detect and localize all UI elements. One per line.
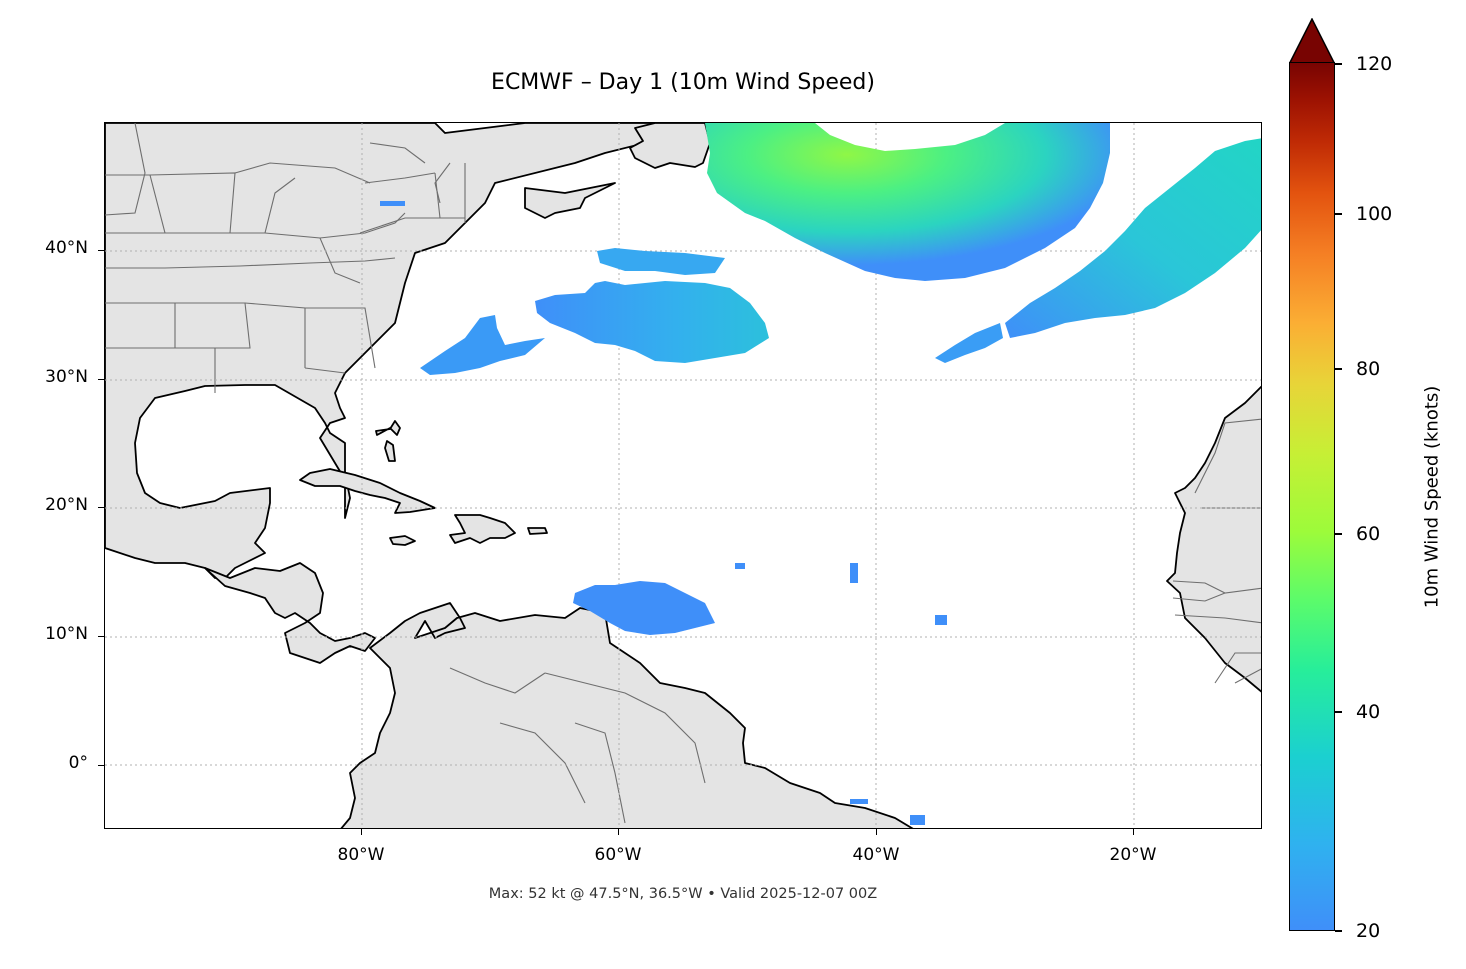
wind-speck <box>380 201 405 206</box>
y-tick <box>98 636 104 637</box>
colorbar-label-80: 80 <box>1356 358 1381 380</box>
y-tick <box>98 250 104 251</box>
colorbar-tick <box>1335 711 1342 713</box>
lat-label-equator: 0° <box>68 753 88 773</box>
colorbar-tick <box>1335 213 1342 215</box>
colorbar-label-100: 100 <box>1356 203 1393 225</box>
north-america-landmass <box>105 123 686 579</box>
wind-speck <box>735 563 745 569</box>
wind-arc-north-atlantic <box>705 123 1110 281</box>
colorbar-title: 10m Wind Speed (knots) <box>1421 385 1443 609</box>
africa-landmass <box>1166 385 1261 693</box>
wind-speck <box>935 615 947 625</box>
colorbar-tick <box>1335 63 1342 65</box>
wind-patch-northeast-small <box>935 323 1003 363</box>
puerto-rico-island <box>527 527 548 535</box>
wind-speck <box>910 815 925 825</box>
wind-field-layer <box>380 123 1261 825</box>
gridlines <box>105 123 1261 828</box>
wind-speck <box>850 799 868 804</box>
colorbar <box>1289 62 1335 931</box>
chart-title: ECMWF – Day 1 (10m Wind Speed) <box>491 70 875 95</box>
lon-label-80w: 80°W <box>337 845 385 865</box>
map-canvas <box>105 123 1261 828</box>
bahamas-islands-2 <box>384 440 396 462</box>
x-tick <box>361 829 362 835</box>
wind-patch-off-east-coast-north <box>597 248 725 275</box>
colorbar-tick <box>1335 930 1342 932</box>
colorbar-label-20: 20 <box>1356 920 1381 942</box>
newfoundland-island <box>629 123 711 169</box>
y-tick <box>98 765 104 766</box>
wind-patch-off-east-coast <box>535 281 769 363</box>
x-tick <box>618 829 619 835</box>
hispaniola-island <box>449 514 516 544</box>
bahamas-islands <box>375 420 401 436</box>
colorbar-gradient <box>1289 62 1335 931</box>
south-america-landmass <box>340 602 914 828</box>
colorbar-label-120: 120 <box>1356 53 1393 75</box>
nova-scotia-landmass <box>524 182 616 219</box>
y-tick <box>98 379 104 380</box>
x-tick <box>1133 829 1134 835</box>
lon-label-40w: 40°W <box>852 845 900 865</box>
colorbar-extend-arrow-icon <box>1289 18 1335 64</box>
y-tick <box>98 507 104 508</box>
wind-patch-southeast-us <box>420 315 545 375</box>
lat-label-10n: 10°N <box>45 624 88 644</box>
lon-label-60w: 60°W <box>594 845 642 865</box>
jamaica-island <box>389 535 416 546</box>
colorbar-tick <box>1335 368 1342 370</box>
colorbar-tick <box>1335 533 1342 535</box>
colorbar-label-60: 60 <box>1356 523 1381 545</box>
land-layer <box>105 123 1261 828</box>
lat-label-30n: 30°N <box>45 367 88 387</box>
lat-label-20n: 20°N <box>45 495 88 515</box>
x-tick <box>876 829 877 835</box>
map-plot-area <box>104 122 1262 829</box>
wind-patch-tropical-atlantic <box>573 581 715 635</box>
wind-speck <box>850 563 858 583</box>
lon-label-20w: 20°W <box>1109 845 1157 865</box>
max-wind-footnote: Max: 52 kt @ 47.5°N, 36.5°W • Valid 2025… <box>488 886 878 902</box>
border-layer <box>105 123 1261 824</box>
central-america-landmass <box>204 562 376 664</box>
colorbar-label-40: 40 <box>1356 701 1381 723</box>
wind-band-northeast-atlantic <box>1005 138 1261 338</box>
lat-label-40n: 40°N <box>45 238 88 258</box>
cuba-island <box>299 468 436 514</box>
